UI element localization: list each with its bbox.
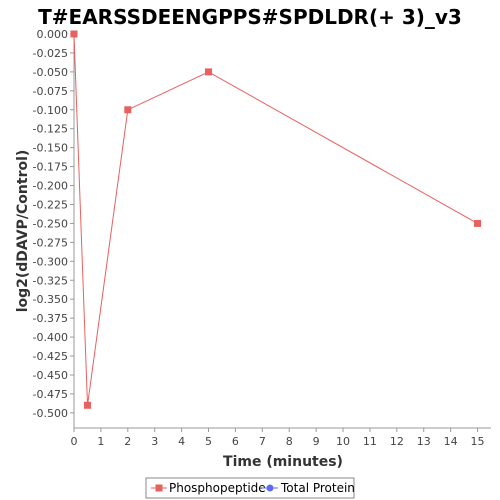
y-tick-label: -0.300 <box>33 255 68 268</box>
x-tick-label: 8 <box>286 435 293 448</box>
data-point-phosphopeptide <box>70 30 78 38</box>
x-tick-label: 4 <box>178 435 185 448</box>
y-tick-label: -0.175 <box>33 161 68 174</box>
x-tick-label: 11 <box>363 435 377 448</box>
x-tick-label: 15 <box>471 435 485 448</box>
legend-marker-total-protein <box>266 484 274 492</box>
x-axis-ticks: 0 1 2 3 4 5 6 7 8 9 10 11 12 13 14 15 <box>71 428 485 448</box>
legend-marker-phosphopeptide <box>155 484 163 492</box>
series-layer <box>70 30 482 409</box>
data-point-phosphopeptide <box>124 106 132 114</box>
y-tick-label: -0.275 <box>33 236 68 249</box>
y-tick-label: -0.200 <box>33 180 68 193</box>
y-tick-label: -0.075 <box>33 85 68 98</box>
y-tick-label: -0.400 <box>33 331 68 344</box>
y-tick-label: -0.125 <box>33 123 68 136</box>
x-tick-label: 7 <box>259 435 266 448</box>
y-tick-label: -0.100 <box>33 104 68 117</box>
x-tick-label: 1 <box>97 435 104 448</box>
y-tick-label: -0.425 <box>33 350 68 363</box>
x-tick-label: 10 <box>336 435 350 448</box>
y-tick-label: -0.350 <box>33 293 68 306</box>
y-tick-label: -0.450 <box>33 369 68 382</box>
x-axis-label: Time (minutes) <box>223 454 343 470</box>
y-axis-label: log2(dDAVP/Control) <box>15 150 31 313</box>
plot-background <box>74 34 491 428</box>
x-tick-label: 6 <box>232 435 239 448</box>
y-tick-label: -0.250 <box>33 217 68 230</box>
y-tick-label: -0.375 <box>33 312 68 325</box>
y-tick-label: -0.050 <box>33 66 68 79</box>
y-tick-label: -0.150 <box>33 142 68 155</box>
y-tick-label: -0.025 <box>33 47 68 60</box>
data-point-phosphopeptide <box>83 401 91 409</box>
legend-label-total-protein: Total Protein <box>280 481 355 495</box>
y-axis-ticks: 0.000 -0.025 -0.050 -0.075 -0.100 -0.125 -0.15… <box>33 28 74 420</box>
x-tick-label: 9 <box>313 435 320 448</box>
y-tick-label: 0.000 <box>37 28 69 41</box>
data-point-phosphopeptide <box>474 219 482 227</box>
y-tick-label: -0.325 <box>33 274 68 287</box>
data-point-phosphopeptide <box>205 68 213 76</box>
y-tick-label: -0.500 <box>33 407 68 420</box>
legend-item-phosphopeptide: Phosphopeptide <box>151 481 266 495</box>
x-tick-label: 12 <box>390 435 404 448</box>
chart-title: T#EARSSDEENGPPS#SPDLDR(+ 3)_v3 <box>38 5 462 29</box>
legend: Phosphopeptide Total Protein <box>145 477 355 499</box>
x-tick-label: 14 <box>444 435 458 448</box>
x-tick-label: 2 <box>124 435 131 448</box>
y-tick-label: -0.475 <box>33 388 68 401</box>
x-tick-label: 13 <box>417 435 431 448</box>
x-tick-label: 0 <box>71 435 78 448</box>
legend-label-phosphopeptide: Phosphopeptide <box>169 481 266 495</box>
legend-box <box>145 477 355 499</box>
plot-area <box>73 34 491 429</box>
x-tick-label: 3 <box>151 435 158 448</box>
y-tick-label: -0.225 <box>33 198 68 211</box>
x-tick-label: 5 <box>205 435 212 448</box>
legend-item-total-protein: Total Protein <box>262 481 355 495</box>
